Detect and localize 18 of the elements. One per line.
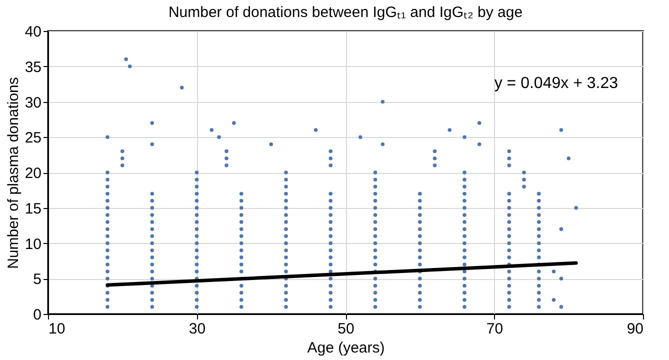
y-tick-label: 20	[24, 165, 42, 182]
annotation: y = 0.049x + 3.23	[494, 75, 618, 92]
y-tick-label: 5	[33, 271, 42, 288]
y-tick-label: 10	[24, 236, 42, 253]
y-axis-title: Number of plasma donations	[4, 77, 22, 269]
x-tick-label: 30	[188, 320, 206, 338]
x-axis-title: Age (years)	[307, 340, 385, 356]
y-tick-label: 30	[24, 94, 42, 112]
y-tick-label: 35	[24, 58, 42, 76]
x-tick-label: 10	[48, 320, 66, 338]
x-tick-label: 90	[626, 320, 644, 338]
y-tick-label: 25	[24, 130, 42, 147]
y-tick-label: 40	[24, 24, 42, 40]
x-tick-label: 50	[338, 320, 354, 338]
y-tick-label: 0	[33, 306, 42, 324]
chart-title: Number of donations between IgGₜ₁ and IgGₜ₂ by age	[168, 4, 523, 21]
y-tick-label: 15	[24, 200, 42, 218]
x-tick-label: 70	[486, 320, 504, 338]
